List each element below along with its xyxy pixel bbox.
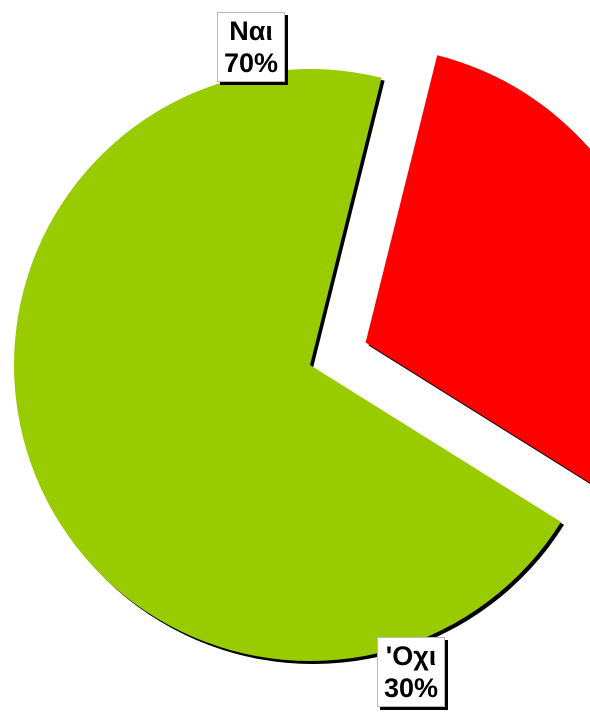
data-label-no-category: 'Οχι [385, 641, 437, 671]
data-label-yes-category: Ναι [229, 16, 273, 46]
slices [13, 55, 590, 662]
data-label-no: 'Οχι 30% [377, 637, 446, 707]
pie-slice-yes [13, 69, 562, 662]
pie-slice-no [365, 55, 590, 483]
data-label-yes: Ναι 70% [217, 12, 286, 82]
data-label-no-percent: 30% [384, 673, 439, 703]
data-label-yes-percent: 70% [224, 48, 279, 78]
